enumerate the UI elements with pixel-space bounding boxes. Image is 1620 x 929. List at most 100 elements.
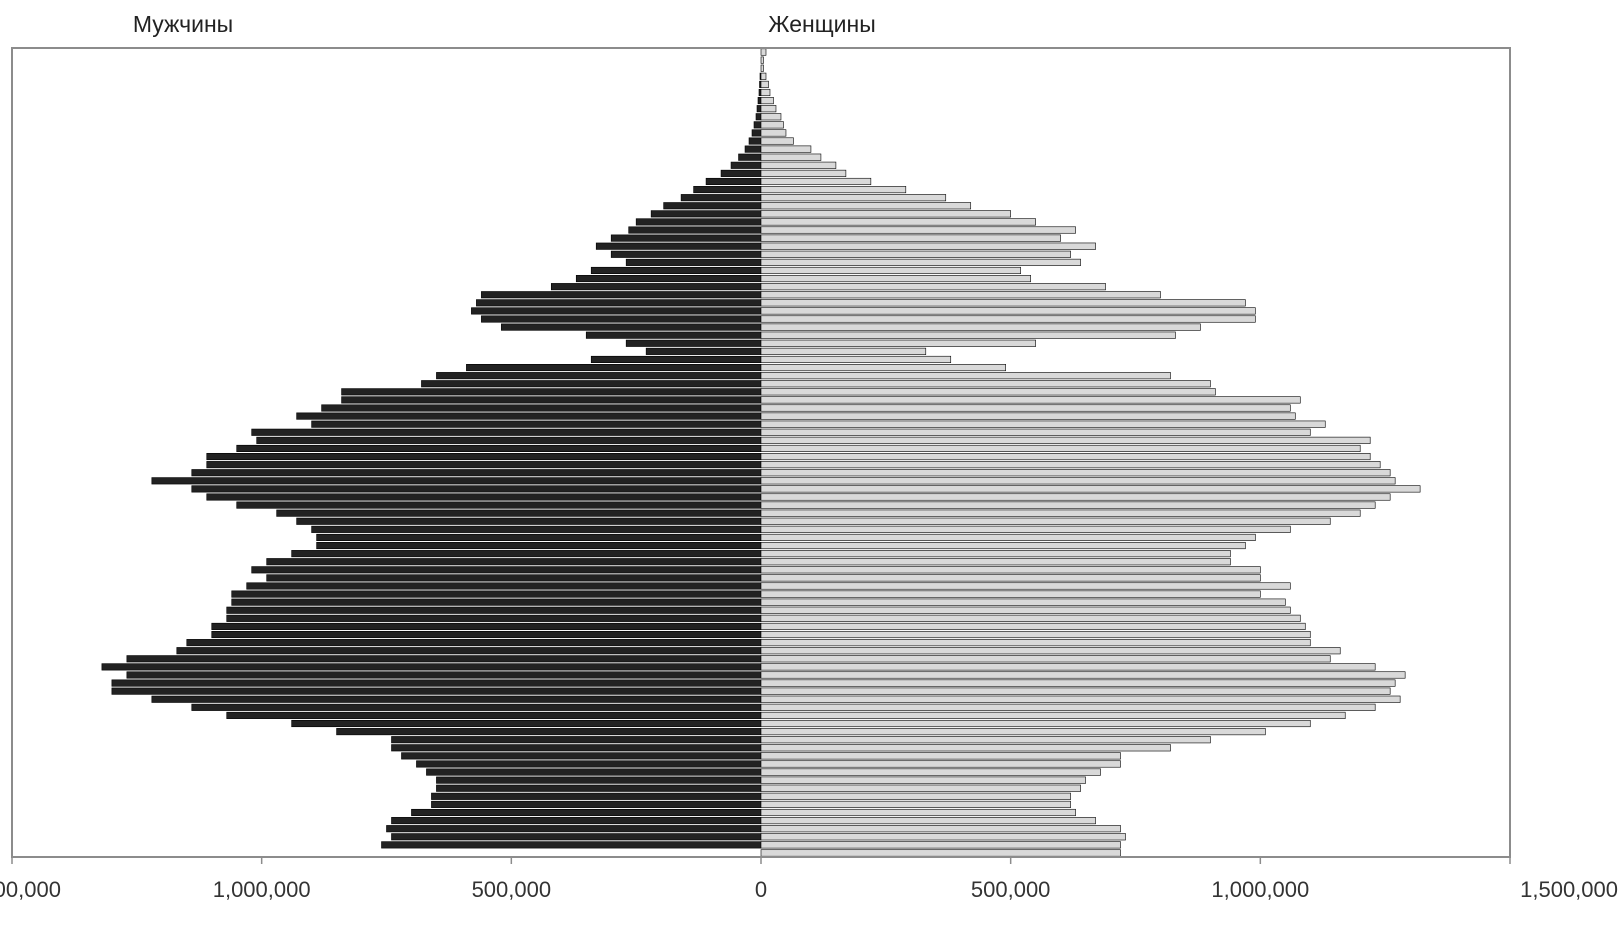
female-bar bbox=[760, 768, 1101, 776]
female-bar bbox=[760, 72, 767, 80]
legend-female-label: Женщины bbox=[768, 11, 875, 37]
male-bar bbox=[191, 469, 762, 477]
female-bar bbox=[760, 194, 947, 202]
male-bar bbox=[738, 153, 762, 161]
male-bar bbox=[436, 372, 762, 380]
male-bar bbox=[206, 461, 762, 469]
female-bar bbox=[760, 380, 1211, 388]
female-bar bbox=[760, 469, 1391, 477]
female-bar bbox=[760, 250, 1071, 258]
female-bar bbox=[760, 655, 1331, 663]
female-bar bbox=[760, 291, 1161, 299]
male-bar bbox=[316, 533, 762, 541]
female-bar bbox=[760, 776, 1086, 784]
male-bar bbox=[226, 614, 762, 622]
legend-male-label: Мужчины bbox=[133, 11, 233, 37]
female-bar bbox=[760, 113, 782, 121]
male-bar bbox=[226, 711, 762, 719]
female-bar bbox=[760, 331, 1176, 339]
female-bar bbox=[760, 64, 764, 72]
female-bar bbox=[760, 80, 769, 88]
male-bar bbox=[481, 291, 762, 299]
female-bar bbox=[760, 493, 1391, 501]
female-bar bbox=[760, 525, 1291, 533]
male-bar bbox=[111, 679, 762, 687]
female-bar bbox=[760, 355, 952, 364]
bars-layer bbox=[101, 48, 1421, 857]
female-bar bbox=[760, 566, 1261, 574]
female-bar bbox=[760, 606, 1291, 614]
female-bar bbox=[760, 48, 767, 56]
female-bar bbox=[760, 161, 837, 169]
female-bar bbox=[760, 428, 1311, 436]
female-bar bbox=[760, 169, 847, 177]
male-bar bbox=[191, 485, 762, 493]
male-bar bbox=[391, 833, 762, 841]
female-bar bbox=[760, 275, 1031, 283]
female-bar bbox=[760, 436, 1371, 444]
male-bar bbox=[575, 275, 762, 283]
male-bar bbox=[321, 404, 762, 412]
x-tick-label: 1,000,000 bbox=[213, 877, 311, 902]
male-bar bbox=[391, 736, 762, 744]
female-bar bbox=[760, 129, 787, 137]
female-bar bbox=[760, 444, 1361, 452]
female-bar bbox=[760, 121, 784, 129]
female-bar bbox=[760, 614, 1301, 622]
female-bar bbox=[760, 817, 1096, 825]
female-bar bbox=[760, 283, 1106, 291]
male-bar bbox=[436, 784, 762, 792]
male-bar bbox=[211, 630, 762, 639]
female-bar bbox=[760, 719, 1311, 728]
male-bar bbox=[296, 412, 762, 420]
female-bar bbox=[760, 808, 1076, 817]
male-bar bbox=[753, 121, 762, 129]
female-bar bbox=[760, 687, 1391, 695]
x-tick-label: 1,000,000 bbox=[1211, 877, 1309, 902]
female-bar bbox=[760, 388, 1216, 396]
male-bar bbox=[311, 525, 762, 533]
male-bar bbox=[595, 242, 762, 250]
female-bar bbox=[760, 533, 1256, 541]
female-bar bbox=[760, 177, 872, 186]
male-bar bbox=[625, 339, 762, 347]
female-bar bbox=[760, 744, 1171, 752]
female-bar bbox=[760, 841, 1121, 849]
female-bar bbox=[760, 630, 1311, 639]
female-bar bbox=[760, 849, 1121, 857]
male-bar bbox=[341, 388, 762, 396]
female-bar bbox=[760, 299, 1246, 307]
female-bar bbox=[760, 412, 1296, 420]
female-bar bbox=[760, 396, 1301, 404]
male-bar bbox=[755, 113, 762, 121]
male-bar bbox=[226, 606, 762, 614]
male-bar bbox=[411, 808, 762, 817]
female-bar bbox=[760, 485, 1421, 493]
male-bar bbox=[291, 550, 762, 558]
female-bar bbox=[760, 210, 1011, 218]
female-bar bbox=[760, 452, 1371, 461]
male-bar bbox=[628, 226, 762, 234]
male-bar bbox=[751, 129, 762, 137]
female-bar bbox=[760, 97, 774, 105]
male-bar bbox=[680, 194, 762, 202]
female-bar bbox=[760, 695, 1401, 703]
female-bar bbox=[760, 105, 777, 113]
male-bar bbox=[590, 355, 762, 364]
male-bar bbox=[126, 671, 762, 679]
male-bar bbox=[585, 331, 762, 339]
male-bar bbox=[416, 760, 762, 768]
male-bar bbox=[730, 161, 762, 169]
male-bar bbox=[296, 517, 762, 525]
female-bar bbox=[760, 784, 1081, 792]
male-bar bbox=[206, 452, 762, 461]
male-bar bbox=[693, 186, 762, 194]
male-bar bbox=[191, 703, 762, 711]
male-bar bbox=[151, 477, 762, 485]
female-bar bbox=[760, 622, 1306, 630]
female-bar bbox=[760, 323, 1201, 331]
plot-frame bbox=[11, 47, 1511, 858]
male-bar bbox=[705, 177, 762, 186]
